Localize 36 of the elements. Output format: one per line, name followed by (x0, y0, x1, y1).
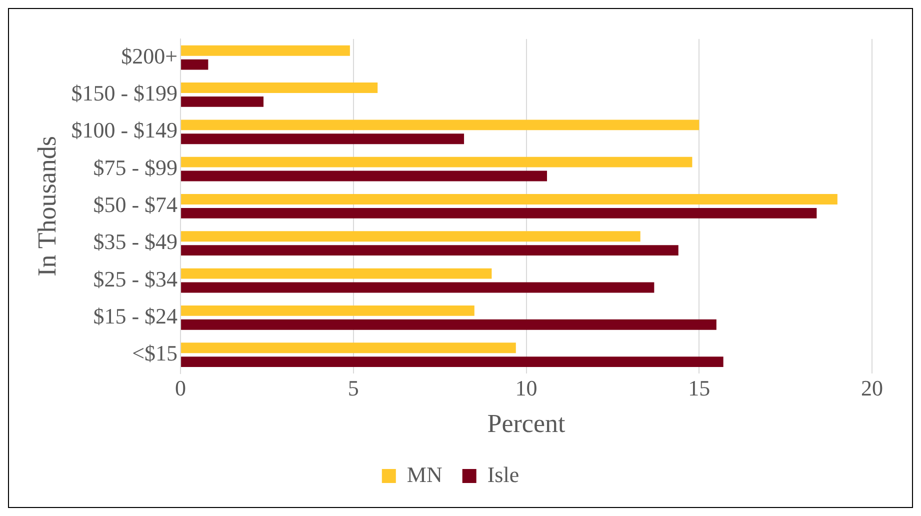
y-axis-title: In Thousands (32, 136, 62, 276)
y-tick-label: $150 - $199 (71, 80, 178, 106)
bar (181, 245, 678, 256)
y-tick-label: $50 - $74 (93, 192, 178, 217)
bar (181, 82, 378, 93)
bar (181, 59, 208, 70)
y-tick-label: $200+ (121, 43, 178, 68)
bar (181, 170, 548, 182)
y-tick-label: $35 - $49 (93, 229, 178, 254)
bar (181, 282, 654, 293)
bar (181, 356, 724, 368)
bar (181, 208, 817, 218)
bar (181, 231, 640, 242)
x-tick-label: 20 (861, 375, 883, 400)
y-tick-label: $100 - $149 (71, 118, 178, 143)
bar (181, 319, 716, 330)
y-tick-label: <$15 (132, 340, 178, 366)
bar (181, 45, 350, 56)
bar (181, 96, 264, 107)
bar (181, 305, 474, 316)
y-tick-label: $75 - $99 (93, 154, 178, 180)
x-tick-label: 0 (175, 375, 186, 400)
x-tick-label: 10 (515, 375, 538, 400)
bar (181, 120, 700, 130)
legend-label: MN (406, 462, 442, 487)
x-axis-title: Percent (487, 409, 566, 438)
bar (181, 194, 838, 204)
x-tick-label: 15 (688, 375, 710, 400)
bar (181, 156, 692, 168)
x-tick-label: 5 (348, 375, 359, 400)
bar (181, 268, 492, 279)
bar (181, 342, 516, 354)
bar (181, 134, 464, 144)
y-tick-label: $15 - $24 (93, 303, 178, 328)
y-tick-label: $25 - $34 (93, 266, 178, 292)
legend-label: Isle (487, 462, 520, 487)
